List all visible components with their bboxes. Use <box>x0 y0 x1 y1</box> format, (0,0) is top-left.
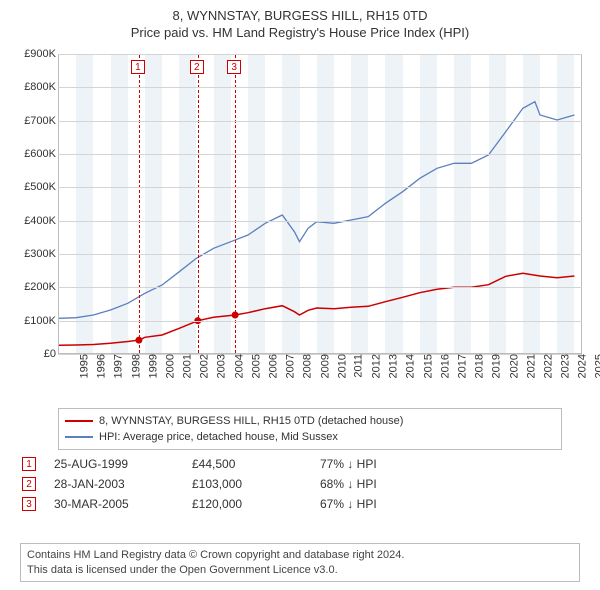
legend-swatch <box>65 436 93 438</box>
event-date: 30-MAR-2005 <box>54 497 174 511</box>
footnote: Contains HM Land Registry data © Crown c… <box>20 543 580 582</box>
series-paid <box>59 273 574 345</box>
y-tick-label: £300K <box>8 248 56 260</box>
x-tick-label: 2025 <box>594 354 600 378</box>
event-price: £44,500 <box>192 457 302 471</box>
event-marker-box: 2 <box>22 477 36 491</box>
gridline-h <box>58 321 582 322</box>
legend-row: HPI: Average price, detached house, Mid … <box>65 429 555 445</box>
event-pct: 67% ↓ HPI <box>320 497 440 511</box>
gridline-h <box>58 287 582 288</box>
event-vline <box>198 55 199 353</box>
gridline-h <box>58 154 582 155</box>
legend-label: 8, WYNNSTAY, BURGESS HILL, RH15 0TD (det… <box>99 415 403 427</box>
event-row: 3 30-MAR-2005 £120,000 67% ↓ HPI <box>8 494 592 514</box>
event-pct: 77% ↓ HPI <box>320 457 440 471</box>
event-marker-box: 1 <box>22 457 36 471</box>
event-vline <box>139 55 140 353</box>
plot-svg <box>59 55 583 355</box>
title-address: 8, WYNNSTAY, BURGESS HILL, RH15 0TD <box>0 8 600 23</box>
legend: 8, WYNNSTAY, BURGESS HILL, RH15 0TD (det… <box>58 408 562 450</box>
event-table: 1 25-AUG-1999 £44,500 77% ↓ HPI 2 28-JAN-2003… <box>8 454 592 514</box>
gridline-h <box>58 187 582 188</box>
event-marker-box: 3 <box>227 60 241 74</box>
event-marker-box: 1 <box>131 60 145 74</box>
y-tick-label: £500K <box>8 181 56 193</box>
event-pct: 68% ↓ HPI <box>320 477 440 491</box>
page-root: 8, WYNNSTAY, BURGESS HILL, RH15 0TD Pric… <box>0 0 600 590</box>
y-tick-label: £400K <box>8 215 56 227</box>
gridline-h <box>58 87 582 88</box>
y-tick-label: £200K <box>8 281 56 293</box>
footnote-line1: Contains HM Land Registry data © Crown c… <box>27 548 573 562</box>
event-date: 25-AUG-1999 <box>54 457 174 471</box>
y-tick-label: £100K <box>8 315 56 327</box>
legend-label: HPI: Average price, detached house, Mid … <box>99 431 338 443</box>
gridline-h <box>58 54 582 55</box>
footnote-line2: This data is licensed under the Open Gov… <box>27 563 573 577</box>
gridline-h <box>58 121 582 122</box>
series-hpi <box>59 102 574 319</box>
event-marker-box: 2 <box>190 60 204 74</box>
y-tick-label: £900K <box>8 48 56 60</box>
event-price: £120,000 <box>192 497 302 511</box>
event-vline <box>235 55 236 353</box>
y-tick-label: £600K <box>8 148 56 160</box>
event-price: £103,000 <box>192 477 302 491</box>
event-marker-box: 3 <box>22 497 36 511</box>
y-tick-label: £0 <box>8 348 56 360</box>
y-tick-label: £700K <box>8 115 56 127</box>
chart-area: £0 £100K £200K £300K £400K £500K £600K £700K £80… <box>8 50 592 400</box>
event-row: 2 28-JAN-2003 £103,000 68% ↓ HPI <box>8 474 592 494</box>
gridline-h <box>58 254 582 255</box>
y-tick-label: £800K <box>8 81 56 93</box>
event-date: 28-JAN-2003 <box>54 477 174 491</box>
gridline-h <box>58 221 582 222</box>
legend-row: 8, WYNNSTAY, BURGESS HILL, RH15 0TD (det… <box>65 413 555 429</box>
title-block: 8, WYNNSTAY, BURGESS HILL, RH15 0TD Pric… <box>0 0 600 40</box>
event-row: 1 25-AUG-1999 £44,500 77% ↓ HPI <box>8 454 592 474</box>
title-subtitle: Price paid vs. HM Land Registry's House … <box>0 25 600 40</box>
legend-swatch <box>65 420 93 422</box>
plot-area <box>58 54 582 354</box>
